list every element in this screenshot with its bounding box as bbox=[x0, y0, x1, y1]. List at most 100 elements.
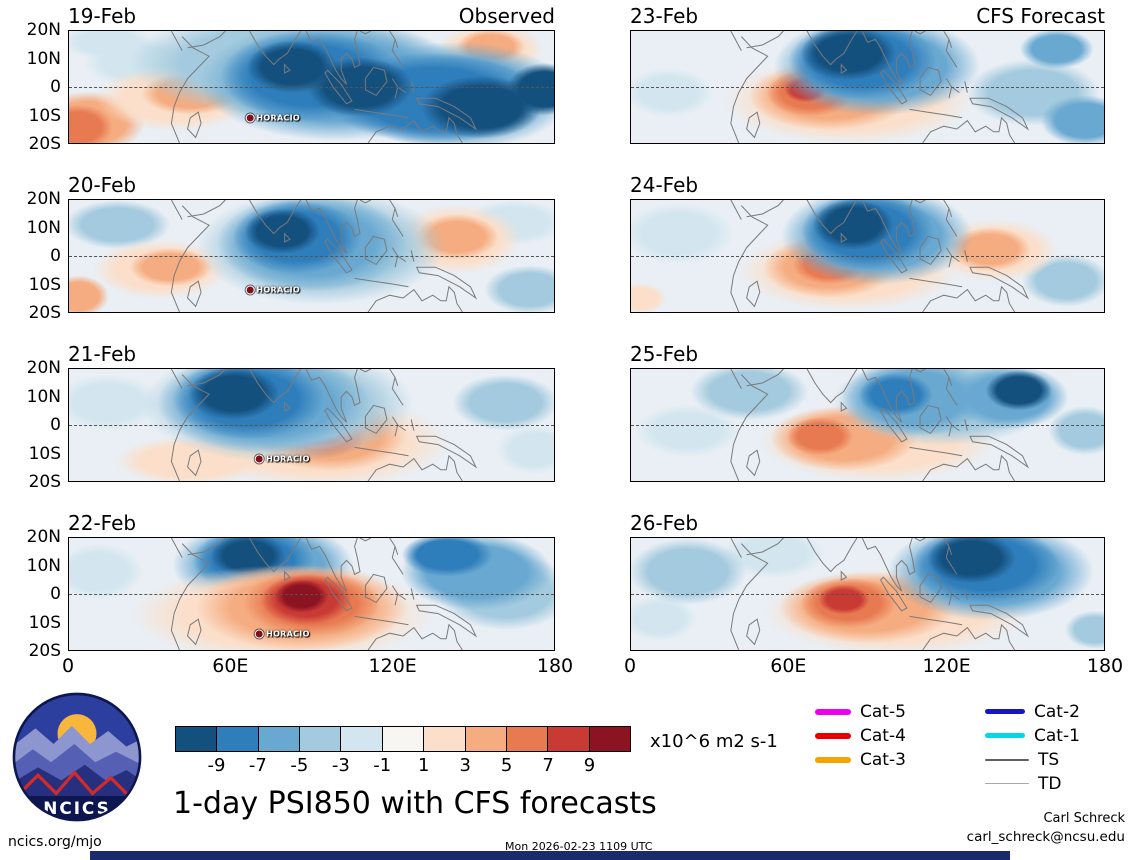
map-panel-block: 21-Feb 20N 10N 0 10S 20S HORACIO bbox=[22, 342, 555, 492]
map-panel-block: 26-Feb 0 60E 120E 180 bbox=[624, 511, 1123, 681]
equator-line bbox=[631, 256, 1104, 257]
equator-line bbox=[69, 256, 554, 257]
y-axis-labels: 20N 10N 0 10S 20S bbox=[22, 358, 68, 492]
ncics-logo: NCICS bbox=[12, 692, 142, 822]
y-tick-label: 20N bbox=[26, 20, 61, 40]
x-tick-label: 0 bbox=[61, 655, 75, 677]
cyclone-icon bbox=[255, 454, 265, 464]
y-tick-label: 20S bbox=[28, 641, 61, 661]
equator-line bbox=[631, 87, 1104, 88]
legend-line-swatch bbox=[985, 758, 1029, 761]
map-panel-block: 22-Feb 20N 10N 0 10S 20S HORACIO 0 60E 120E 180 bbox=[22, 511, 573, 681]
colorbar-tick-label: -7 bbox=[248, 755, 267, 776]
map-panel-block: 19-Feb Observed 20N 10N 0 10S 20S HORACIO bbox=[22, 4, 555, 154]
colorbar-tick-label: 5 bbox=[500, 755, 513, 776]
legend-item: Cat-2 bbox=[985, 702, 1080, 722]
equator-line bbox=[69, 87, 554, 88]
legend-label: Cat-3 bbox=[860, 749, 906, 770]
panel-row: 20N 10N 0 10S 20S HORACIO bbox=[22, 527, 555, 661]
colorbar-cell bbox=[258, 727, 301, 751]
panel-row bbox=[630, 537, 1105, 651]
colorbar-cell bbox=[176, 727, 218, 751]
panel-date-label: 24-Feb bbox=[630, 173, 699, 197]
x-tick-label: 60E bbox=[770, 655, 807, 677]
legend-item: Cat-4 bbox=[815, 726, 906, 746]
equator-line bbox=[69, 594, 554, 595]
panel-header: 23-Feb CFS Forecast bbox=[630, 4, 1105, 28]
legend-item: Cat-3 bbox=[815, 749, 906, 770]
y-tick-label: 0 bbox=[50, 584, 61, 604]
y-tick-label: 10N bbox=[26, 217, 61, 238]
colorbar-tick-label: -1 bbox=[373, 755, 392, 776]
legend-item: TD bbox=[985, 774, 1080, 794]
storm-name-label: HORACIO bbox=[256, 113, 300, 123]
anomaly-map: HORACIO bbox=[68, 30, 555, 144]
storm-name-label: HORACIO bbox=[266, 454, 310, 464]
colorbar-tick-label: 7 bbox=[542, 755, 554, 776]
y-axis-labels: 20N 10N 0 10S 20S bbox=[22, 527, 68, 661]
tc-legend-column-2: Cat-2 Cat-1 TS TD bbox=[985, 702, 1080, 794]
storm-marker: HORACIO bbox=[245, 113, 300, 123]
legend-label: TS bbox=[1038, 749, 1060, 770]
y-tick-label: 10S bbox=[28, 274, 61, 295]
x-tick-label: 180 bbox=[536, 655, 574, 677]
panel-row: 20N 10N 0 10S 20S HORACIO bbox=[22, 20, 555, 154]
storm-marker: HORACIO bbox=[255, 629, 310, 639]
colorbar-tick-label: 3 bbox=[459, 755, 471, 776]
colorbar-tick-labels: -9 -7 -5 -3 -1 1 3 5 7 9 bbox=[175, 755, 631, 777]
equator-line bbox=[69, 425, 554, 426]
credit-name: Carl Schreck bbox=[1043, 811, 1125, 826]
y-axis-labels: 20N 10N 0 10S 20S bbox=[22, 189, 68, 323]
y-axis-labels: 20N 10N 0 10S 20S bbox=[22, 20, 68, 154]
panel-date-label: 25-Feb bbox=[630, 342, 699, 366]
y-tick-label: 20N bbox=[26, 358, 61, 378]
colorbar-tick-label: 1 bbox=[417, 755, 430, 776]
legend-item: Cat-1 bbox=[985, 725, 1080, 746]
anomaly-map bbox=[630, 30, 1105, 144]
y-tick-label: 10S bbox=[28, 612, 61, 633]
panel-date-label: 20-Feb bbox=[68, 173, 137, 197]
panel-date-label: 19-Feb bbox=[68, 4, 137, 28]
cyclone-icon bbox=[255, 629, 265, 639]
y-tick-label: 10N bbox=[26, 555, 61, 576]
panel-row bbox=[630, 30, 1105, 144]
legend-label: Cat-1 bbox=[1034, 725, 1080, 746]
y-tick-label: 10N bbox=[26, 48, 61, 69]
legend-line-swatch bbox=[985, 782, 1029, 785]
panel-header: 24-Feb bbox=[630, 173, 1105, 197]
column-heading: CFS Forecast bbox=[976, 4, 1105, 28]
y-tick-label: 0 bbox=[50, 77, 61, 97]
legend-label: Cat-5 bbox=[860, 701, 906, 722]
y-tick-label: 20S bbox=[28, 134, 61, 154]
storm-name-label: HORACIO bbox=[256, 285, 300, 295]
storm-marker: HORACIO bbox=[245, 285, 300, 295]
y-tick-label: 10S bbox=[28, 105, 61, 126]
footer-timestamp: Mon 2026-02-23 1109 UTC bbox=[505, 840, 653, 853]
map-panel-block: 25-Feb bbox=[630, 342, 1105, 482]
equator-line bbox=[631, 425, 1104, 426]
x-tick-label: 60E bbox=[212, 655, 249, 677]
legend-item: Cat-5 bbox=[815, 701, 906, 722]
anomaly-map bbox=[630, 199, 1105, 313]
colorbar-cell bbox=[589, 727, 630, 751]
anomaly-map: HORACIO bbox=[68, 537, 555, 651]
colorbar-cell bbox=[506, 727, 549, 751]
legend-line-swatch bbox=[985, 709, 1025, 714]
anomaly-map: HORACIO bbox=[68, 199, 555, 313]
y-tick-label: 0 bbox=[50, 415, 61, 435]
legend-line-swatch bbox=[815, 756, 851, 763]
storm-marker: HORACIO bbox=[255, 454, 310, 464]
panel-date-label: 26-Feb bbox=[630, 511, 699, 535]
colorbar-cell bbox=[424, 727, 466, 751]
y-tick-label: 0 bbox=[50, 246, 61, 266]
x-tick-label: 180 bbox=[1086, 655, 1124, 677]
colorbar-cell bbox=[341, 727, 383, 751]
y-tick-label: 20S bbox=[28, 472, 61, 492]
panel-date-label: 23-Feb bbox=[630, 4, 699, 28]
y-tick-label: 20N bbox=[26, 189, 61, 209]
panel-row bbox=[630, 368, 1105, 482]
anomaly-map: HORACIO bbox=[68, 368, 555, 482]
panel-row bbox=[630, 199, 1105, 313]
logo-text: NCICS bbox=[43, 798, 110, 818]
